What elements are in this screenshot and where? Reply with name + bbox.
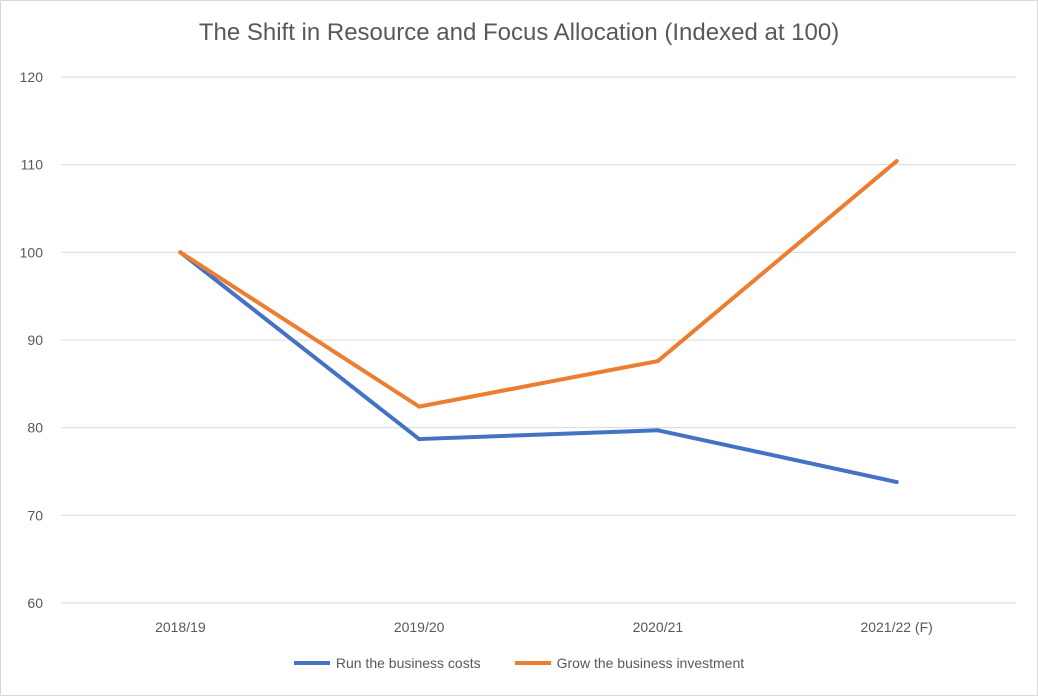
series-1-point [655, 359, 660, 364]
y-tick-label: 90 [27, 332, 43, 348]
series-line-0 [178, 250, 899, 485]
y-tick-label: 80 [27, 420, 43, 436]
series-line-1 [178, 159, 899, 409]
y-tick-label: 100 [20, 244, 44, 260]
x-tick-label: 2021/22 (F) [860, 619, 932, 635]
series-1-point [894, 159, 899, 164]
legend-label-run: Run the business costs [335, 655, 481, 671]
legend-label-grow: Grow the business investment [556, 655, 745, 671]
legend-item-run: Run the business costs [293, 655, 481, 671]
chart-title: The Shift in Resource and Focus Allocati… [198, 19, 840, 46]
x-tick-label: 2018/19 [155, 619, 206, 635]
y-tick-label: 60 [27, 595, 43, 611]
y-tick-label: 70 [27, 507, 43, 523]
legend: Run the business costs Grow the business… [1, 655, 1037, 671]
y-tick-label: 120 [20, 69, 44, 85]
series-1-point [417, 404, 422, 409]
legend-swatch-run [293, 661, 330, 665]
y-tick-label: 110 [21, 157, 44, 173]
series-0-point [417, 437, 422, 442]
legend-swatch-grow [514, 661, 551, 665]
x-tick-label: 2019/20 [394, 619, 445, 635]
x-tick-label: 2020/21 [633, 619, 684, 635]
series-0-point [894, 480, 899, 485]
series-0-point [655, 428, 660, 433]
series-1-point [178, 250, 183, 255]
legend-item-grow: Grow the business investment [514, 655, 745, 671]
